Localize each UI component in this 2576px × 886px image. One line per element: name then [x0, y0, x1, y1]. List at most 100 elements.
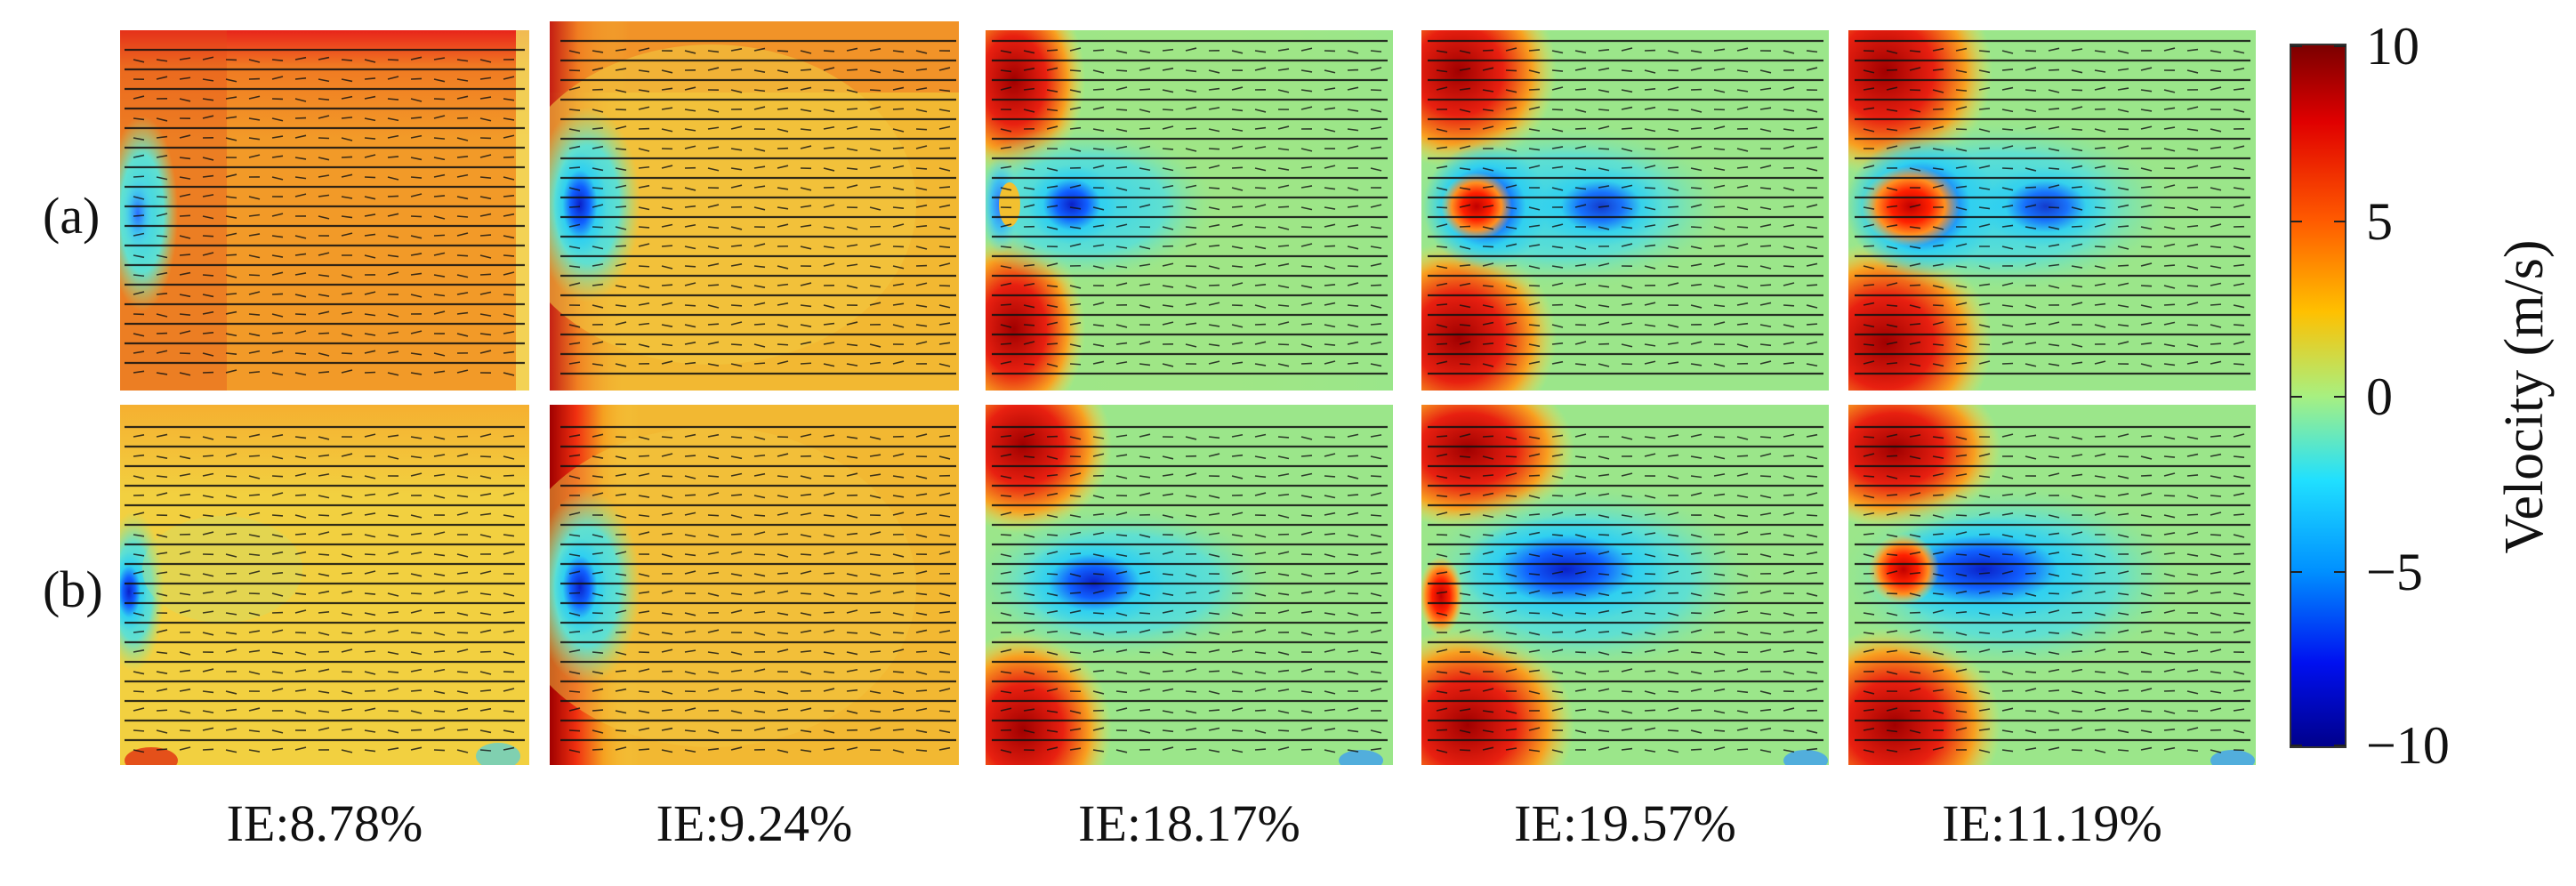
velocity-vector: [2233, 708, 2245, 712]
velocity-vector: [271, 492, 284, 496]
velocity-vector: [2233, 455, 2245, 458]
velocity-vector: [133, 671, 145, 675]
velocity-vector: [1690, 50, 1703, 53]
velocity-vector: [2140, 435, 2153, 438]
velocity-vector: [1528, 206, 1541, 211]
velocity-vector: [915, 246, 928, 250]
velocity-vector: [753, 514, 766, 517]
velocity-vector: [2094, 206, 2106, 209]
velocity-vector: [1162, 304, 1174, 308]
velocity-vector: [318, 56, 330, 60]
velocity-vector: [341, 749, 353, 753]
velocity-vector: [1759, 436, 1772, 439]
velocity-vector: [248, 333, 261, 337]
velocity-vector: [1759, 360, 1772, 365]
velocity-vector: [1023, 475, 1035, 479]
velocity-vector: [1023, 455, 1035, 459]
velocity-vector: [133, 454, 145, 457]
velocity-vector: [592, 671, 604, 675]
velocity-vector: [1023, 109, 1035, 113]
velocity-vector: [1551, 553, 1564, 558]
velocity-vector: [615, 609, 627, 614]
velocity-vector: [892, 206, 905, 210]
velocity-vector: [364, 433, 376, 438]
velocity-vector: [1347, 50, 1359, 54]
velocity-vector: [1759, 727, 1772, 731]
velocity-vector: [433, 370, 446, 374]
velocity-vector: [2001, 282, 2014, 286]
velocity-vector: [294, 157, 307, 160]
velocity-vector: [707, 534, 720, 538]
velocity-vector: [892, 302, 905, 306]
velocity-vector: [1505, 728, 1517, 731]
velocity-vector: [1139, 67, 1151, 71]
velocity-vector: [1000, 86, 1012, 91]
velocity-vector: [387, 551, 399, 555]
velocity-vector: [1505, 285, 1517, 289]
velocity-vector: [777, 50, 789, 52]
velocity-vector: [684, 304, 696, 307]
velocity-vector: [846, 609, 858, 614]
velocity-vector: [2117, 749, 2129, 752]
velocity-vector: [846, 263, 858, 267]
velocity-vector: [1690, 552, 1703, 555]
velocity-vector: [2048, 455, 2060, 459]
velocity-vector: [503, 98, 515, 101]
velocity-vector: [869, 285, 881, 288]
velocity-vector: [294, 253, 307, 256]
velocity-vector: [479, 154, 492, 158]
velocity-vector: [1621, 690, 1633, 693]
velocity-vector: [1115, 707, 1128, 712]
velocity-vector: [915, 534, 928, 538]
velocity-vector: [1023, 263, 1035, 267]
velocity-vector: [2186, 165, 2199, 169]
velocity-vector: [503, 350, 515, 354]
velocity-vector: [2094, 302, 2106, 306]
velocity-vector: [2048, 244, 2060, 247]
velocity-vector: [2163, 184, 2176, 189]
velocity-vector: [2001, 128, 2014, 131]
velocity-vector: [730, 148, 743, 151]
velocity-vector: [2025, 434, 2037, 438]
velocity-vector: [1932, 125, 1944, 130]
velocity-vector: [433, 590, 446, 594]
velocity-vector: [1909, 67, 1921, 71]
velocity-vector: [1046, 262, 1059, 267]
velocity-vector: [271, 213, 284, 217]
velocity-vector: [1644, 749, 1656, 753]
velocity-vector: [1139, 145, 1151, 149]
velocity-vector: [1644, 69, 1656, 74]
velocity-vector: [364, 117, 376, 122]
velocity-vector: [592, 592, 604, 597]
velocity-vector: [1644, 512, 1656, 516]
velocity-vector: [156, 117, 168, 122]
velocity-vector: [661, 87, 673, 91]
velocity-vector: [271, 372, 284, 376]
velocity-vector: [1370, 747, 1382, 751]
velocity-vector: [1690, 671, 1703, 675]
velocity-vector: [2186, 573, 2199, 576]
velocity-vector: [1528, 573, 1541, 576]
velocity-vector: [615, 48, 627, 52]
velocity-vector: [456, 671, 469, 673]
velocity-vector: [568, 246, 581, 249]
velocity-vector: [1713, 285, 1726, 288]
velocity-vector: [271, 313, 284, 318]
velocity-vector: [1528, 474, 1541, 477]
velocity-vector: [1551, 109, 1564, 111]
ie-label-2: IE:9.24%: [656, 794, 853, 852]
velocity-vector: [364, 213, 376, 217]
velocity-vector: [1863, 302, 1875, 306]
velocity-vector: [1644, 727, 1656, 731]
velocity-vector: [1551, 648, 1564, 653]
velocity-vector: [1528, 265, 1541, 270]
velocity-vector: [1300, 455, 1313, 457]
velocity-vector: [1598, 304, 1610, 308]
velocity-vector: [1574, 50, 1587, 54]
velocity-vector: [777, 87, 789, 91]
velocity-vector: [318, 514, 330, 517]
velocity-vector: [592, 709, 604, 712]
velocity-vector: [2233, 492, 2245, 496]
velocity-vector: [568, 690, 581, 693]
velocity-vector: [1886, 205, 1898, 208]
